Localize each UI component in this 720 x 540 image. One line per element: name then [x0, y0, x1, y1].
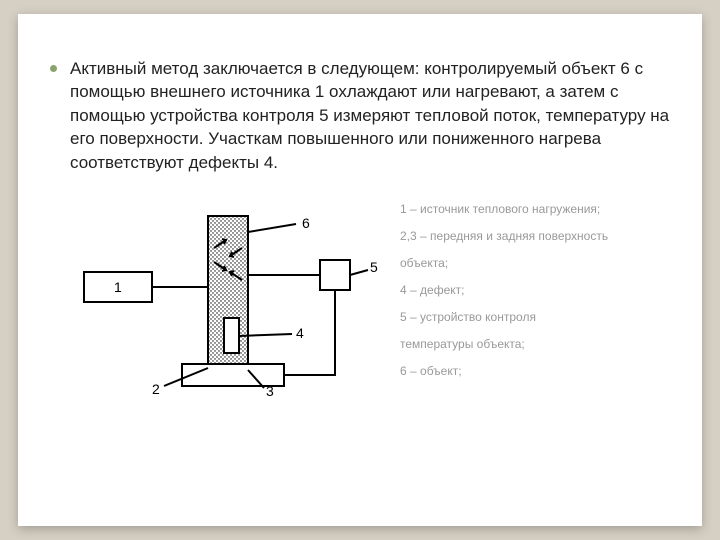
- label-2: 2: [152, 381, 160, 397]
- legend-5b: температуры объекта;: [400, 337, 670, 351]
- legend: 1 – источник теплового нагружения; 2,3 –…: [380, 202, 670, 412]
- legend-23: 2,3 – передняя и задняя поверхность: [400, 229, 670, 243]
- legend-5: 5 – устройство контроля: [400, 310, 670, 324]
- paragraph: Активный метод заключается в следующем: …: [70, 57, 670, 174]
- figure: 1: [70, 202, 670, 412]
- diagram: 1: [70, 202, 380, 412]
- label-3: 3: [266, 383, 274, 399]
- legend-23b: объекта;: [400, 256, 670, 270]
- legend-6: 6 – объект;: [400, 364, 670, 378]
- label-6: 6: [302, 215, 310, 231]
- label-4: 4: [296, 325, 304, 341]
- legend-1: 1 – источник теплового нагружения;: [400, 202, 670, 216]
- legend-4: 4 – дефект;: [400, 283, 670, 297]
- slide: Активный метод заключается в следующем: …: [18, 14, 702, 526]
- schematic-svg: 1: [70, 202, 380, 412]
- detector: [320, 260, 350, 290]
- content: Активный метод заключается в следующем: …: [18, 14, 702, 432]
- edge-detector-base: [284, 290, 335, 375]
- label-5: 5: [370, 259, 378, 275]
- label-1: 1: [114, 279, 122, 295]
- defect: [224, 318, 239, 353]
